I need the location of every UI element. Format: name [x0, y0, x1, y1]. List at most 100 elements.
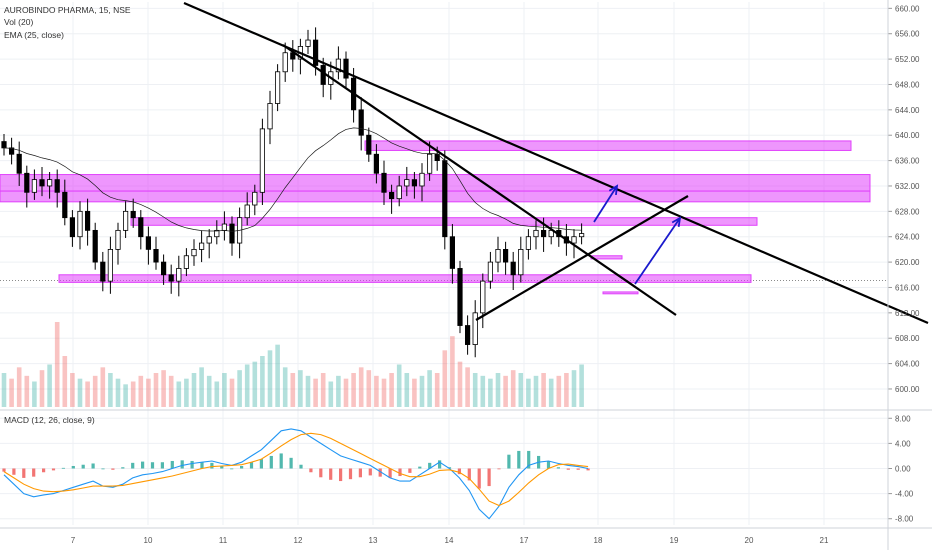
- volume-bar-17: [130, 381, 136, 407]
- x-tick-7: 7: [71, 536, 76, 545]
- macd-hist-0: [2, 468, 6, 472]
- macd-hist-30: [299, 464, 303, 469]
- macd-hist-28: [279, 453, 283, 469]
- x-tick-19: 19: [670, 536, 679, 545]
- candle-body-59: [449, 236, 456, 269]
- trendline-0: [183, 1, 929, 325]
- macd-hist-36: [358, 468, 362, 478]
- volume-bar-19: [146, 378, 151, 407]
- volume-bar-12: [92, 375, 98, 407]
- candle-body-3: [24, 172, 30, 193]
- candle-body-67: [510, 261, 516, 276]
- volume-bar-20: [153, 373, 159, 407]
- arrows: [593, 184, 682, 285]
- macd-hist-44: [438, 460, 442, 469]
- volume-bar-66: [503, 375, 508, 407]
- macd-hist-26: [259, 459, 263, 469]
- volume-bar-50: [381, 378, 387, 407]
- candle-body-47: [358, 109, 364, 136]
- macd-hist-14: [141, 461, 145, 469]
- volume-bar-28: [214, 381, 220, 407]
- candle-body-4: [31, 179, 38, 193]
- candle-body-34: [259, 128, 266, 193]
- volume-bar-74: [564, 373, 569, 407]
- volume-bar-25: [191, 373, 197, 407]
- candle-body-19: [145, 236, 151, 250]
- zone-1: [0, 174, 871, 192]
- volume-bar-40: [305, 375, 311, 407]
- candle-body-17: [130, 210, 136, 219]
- sr-zones: [0, 140, 871, 295]
- volume-bar-62: [472, 373, 478, 407]
- volume-bar-29: [222, 373, 227, 407]
- candle-body-65: [495, 249, 501, 263]
- volume-bar-1: [9, 378, 14, 407]
- trendlines: [183, 1, 929, 325]
- volume-bar-69: [526, 378, 531, 407]
- macd-hist-2: [22, 468, 26, 478]
- macd-hist-55: [546, 460, 551, 469]
- macd-hist-34: [339, 468, 343, 482]
- x-tick-11: 11: [219, 536, 228, 545]
- y-tick-632: 632.00: [895, 182, 920, 191]
- volume-bar-38: [290, 373, 296, 407]
- volume-bar-34: [260, 356, 265, 407]
- volume-bar-6: [47, 364, 52, 407]
- candle-body-13: [100, 261, 106, 282]
- candle-body-5: [39, 179, 45, 187]
- macd-hist-18: [180, 460, 184, 469]
- candle-body-11: [85, 210, 91, 231]
- candle-body-52: [396, 185, 402, 200]
- macd-hist-5: [51, 468, 56, 471]
- macd-hist-10: [101, 468, 105, 470]
- ema-line: [3, 127, 582, 232]
- arrow-up-1-shaft: [593, 185, 618, 223]
- macd-hist-58: [576, 468, 580, 470]
- macd-hist-53: [527, 450, 531, 469]
- candle-body-40: [305, 39, 311, 47]
- volume-bar-26: [199, 367, 204, 407]
- candle-body-10: [77, 210, 83, 238]
- candle-body-45: [343, 58, 349, 79]
- volume-bar-27: [206, 375, 212, 407]
- macd-hist-15: [150, 462, 155, 469]
- volume-bar-42: [320, 373, 326, 407]
- macd-hist-19: [190, 460, 194, 469]
- candle-body-61: [464, 325, 471, 345]
- candle-body-6: [47, 179, 53, 187]
- volume-bar-57: [434, 373, 440, 407]
- macd-hist-31: [309, 468, 313, 473]
- zone-0: [0, 190, 871, 203]
- candle-body-22: [168, 274, 174, 282]
- candle-body-16: [123, 210, 129, 231]
- arrow-up-2-shaft: [634, 217, 681, 285]
- candle-body-64: [487, 261, 494, 282]
- volume-bar-31: [237, 370, 242, 407]
- volume-bar-23: [176, 381, 182, 407]
- candle-body-70: [533, 229, 539, 238]
- macd-hist-6: [61, 467, 65, 469]
- volume-bar-46: [351, 373, 356, 407]
- macd-hist-11: [111, 468, 115, 470]
- legend-volume: Vol (20): [4, 17, 33, 27]
- volume-bar-39: [298, 370, 303, 407]
- candle-body-37: [282, 52, 288, 73]
- volume-bar-65: [495, 373, 501, 407]
- candle-body-20: [153, 249, 159, 263]
- volume-bar-75: [571, 370, 577, 407]
- candle-body-27: [206, 236, 212, 244]
- volume-bar-43: [328, 381, 334, 407]
- zone-6: [602, 291, 639, 295]
- macd-hist-33: [329, 468, 333, 480]
- candle-body-25: [191, 249, 197, 257]
- macd-hist-51: [507, 454, 511, 469]
- macd-hist-47: [467, 468, 471, 481]
- y-tick-604: 604.00: [895, 360, 920, 369]
- macd-hist-17: [170, 460, 174, 469]
- volume-bar-8: [62, 356, 68, 407]
- macd-hist-1: [12, 468, 16, 475]
- y-tick-644: 644.00: [895, 106, 920, 115]
- macd-hist-37: [368, 468, 372, 476]
- candle-body-33: [252, 191, 258, 206]
